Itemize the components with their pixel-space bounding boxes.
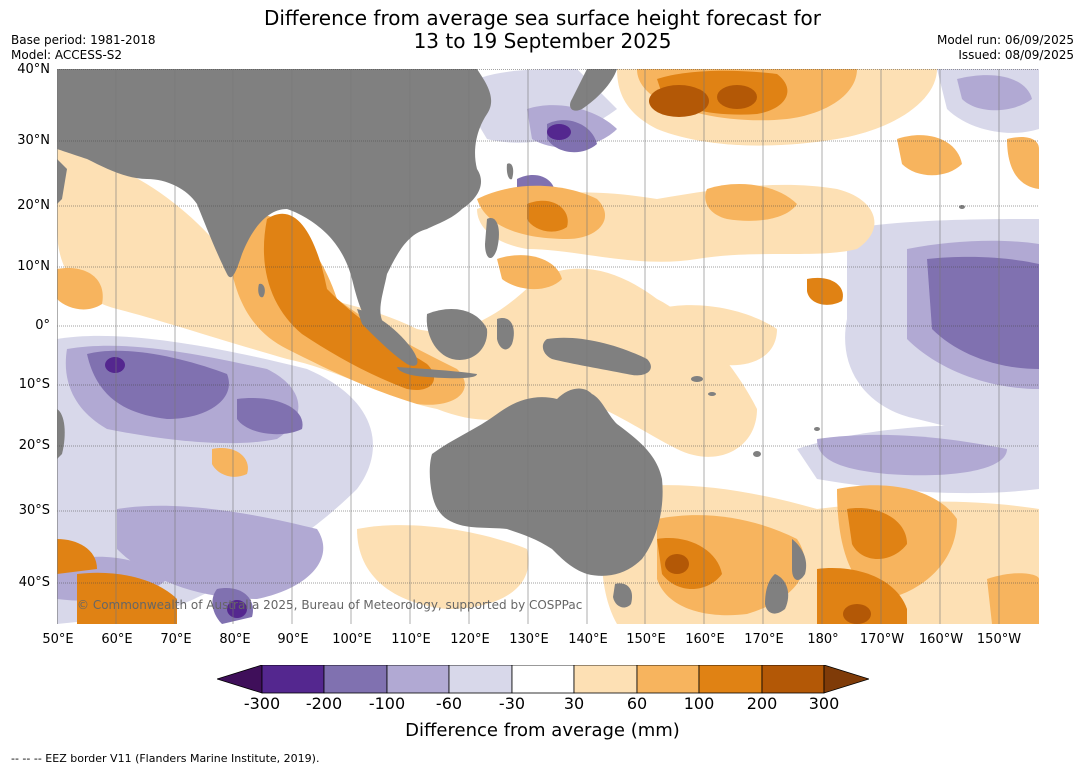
lat-label-0: 0° (35, 318, 50, 333)
land-masses (57, 69, 965, 614)
copyright-text: © Commonwealth of Australia 2025, Bureau… (77, 598, 582, 612)
lon-label-150e: 150°E (626, 632, 666, 647)
colorbar-segment (761, 665, 825, 694)
colorbar-segment (261, 665, 325, 694)
lon-label-70e: 70°E (160, 632, 192, 647)
meta-right: Model run: 06/09/2025 Issued: 08/09/2025 (937, 33, 1074, 63)
lon-label-170w: 170°W (859, 632, 905, 647)
colorbar-segment (448, 665, 513, 694)
colorbar-segment (386, 665, 450, 694)
lon-label-110e: 110°E (391, 632, 431, 647)
model-text: Model: ACCESS-S2 (11, 48, 123, 62)
lon-label-120e: 120°E (450, 632, 490, 647)
colorbar-tick: -60 (435, 694, 463, 713)
colorbar-tick: -200 (305, 694, 343, 713)
lat-label-30s: 30°S (18, 503, 50, 518)
lon-label-170e: 170°E (744, 632, 784, 647)
lat-label-10n: 10°N (17, 259, 50, 274)
lon-label-50e: 50°E (42, 632, 74, 647)
anomaly-extreme-positive (649, 85, 871, 624)
issued-text: Issued: 08/09/2025 (958, 48, 1074, 62)
colorbar-segment (573, 665, 638, 694)
lat-label-20n: 20°N (17, 198, 50, 213)
colorbar-segment (511, 665, 575, 694)
colorbar-label: Difference from average (mm) (405, 720, 680, 741)
model-run-text: Model run: 06/09/2025 (936, 33, 1074, 47)
sea-height-map: © Commonwealth of Australia 2025, Bureau… (57, 69, 1039, 624)
lon-label-60e: 60°E (101, 632, 133, 647)
colorbar-segment (636, 665, 700, 694)
meridians (57, 69, 1000, 624)
colorbar-arrow-high (823, 665, 869, 694)
colorbar-segment (323, 665, 388, 694)
lat-label-40s: 40°S (18, 575, 50, 590)
lat-label-20s: 20°S (18, 438, 50, 453)
colorbar-tick: -100 (368, 694, 406, 713)
base-period-text: Base period: 1981-2018 (11, 33, 156, 47)
colorbar-tick: 30 (563, 694, 585, 713)
lon-label-130e: 130°E (509, 632, 549, 647)
lon-label-140e: 140°E (568, 632, 608, 647)
meta-left: Base period: 1981-2018 Model: ACCESS-S2 (11, 33, 156, 63)
lon-label-160w: 160°W (918, 632, 964, 647)
lat-label-10s: 10°S (18, 377, 50, 392)
lon-label-100e: 100°E (332, 632, 372, 647)
colorbar (217, 665, 869, 694)
colorbar-tick: -300 (243, 694, 281, 713)
lon-label-150w: 150°W (976, 632, 1022, 647)
graticule (57, 69, 1039, 584)
lon-label-80e: 80°E (219, 632, 251, 647)
colorbar-arrow-low (217, 665, 263, 694)
lon-label-160e: 160°E (685, 632, 725, 647)
lon-label-90e: 90°E (277, 632, 309, 647)
colorbar-segment (698, 665, 763, 694)
colorbar-tick: -30 (498, 694, 526, 713)
lat-label-40n: 40°N (17, 62, 50, 77)
colorbar-tick: 300 (808, 694, 840, 713)
colorbar-tick: 200 (746, 694, 778, 713)
footnote: -- -- -- EEZ border V11 (Flanders Marine… (11, 752, 320, 765)
title-line-2: 13 to 19 September 2025 (413, 29, 672, 53)
colorbar-tick: 60 (626, 694, 648, 713)
title-line-1: Difference from average sea surface heig… (263, 6, 822, 30)
colorbar-tick: 100 (683, 694, 715, 713)
lat-label-30n: 30°N (17, 133, 50, 148)
lon-label-180: 180° (807, 632, 839, 647)
